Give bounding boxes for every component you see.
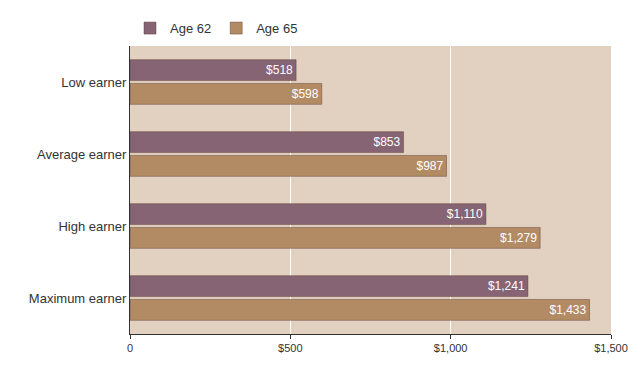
svg-text:Average earner: Average earner [37,147,127,162]
svg-text:$853: $853 [374,135,401,149]
svg-text:$518: $518 [266,63,293,77]
svg-text:High earner: High earner [58,219,127,234]
svg-text:$1,433: $1,433 [549,303,586,317]
svg-text:Age 62: Age 62 [170,21,211,36]
svg-text:$1,279: $1,279 [500,231,537,245]
svg-text:$500: $500 [278,342,302,354]
svg-text:$1,241: $1,241 [488,279,525,293]
svg-text:Low earner: Low earner [61,75,127,90]
svg-text:Maximum earner: Maximum earner [29,291,127,306]
svg-text:$987: $987 [416,159,443,173]
svg-text:$1,110: $1,110 [447,207,483,221]
svg-text:0: 0 [127,342,133,354]
svg-text:Age 65: Age 65 [256,21,297,36]
svg-text:$598: $598 [292,87,319,101]
svg-text:$1,000: $1,000 [434,342,468,354]
svg-text:$1,500: $1,500 [594,342,628,354]
